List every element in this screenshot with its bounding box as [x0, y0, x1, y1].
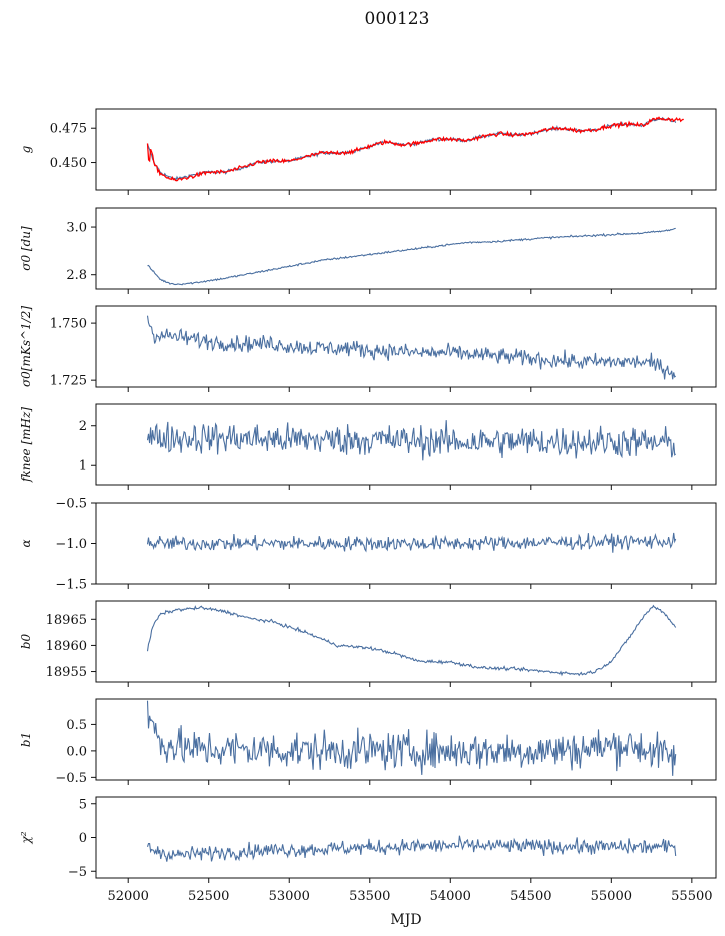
axes-frame: [95, 403, 717, 486]
series-line: [146, 116, 677, 182]
panel-5: −1.5 −1.0 −0.5 α: [19, 497, 717, 593]
panel-6: 18955 18960 18965 b0: [19, 600, 717, 687]
series-line: [146, 604, 677, 677]
axes-frame: [95, 207, 717, 290]
series-line: [146, 315, 677, 380]
y-axis-label: b1: [19, 732, 33, 747]
y-axis-label: fknee [mHz]: [19, 407, 33, 483]
y-axis-label: α: [19, 539, 33, 547]
chart-panels: 0.450 0.475 g 2.8 3.0 σ0 [du] 1.725 1.750 σ0[mKs…: [19, 108, 717, 904]
panel-1: 0.450 0.475 g: [19, 108, 717, 195]
y-tick-label: −0.5: [55, 771, 87, 786]
x-tick-label: 52500: [188, 889, 229, 904]
x-tick-label: 55000: [591, 889, 632, 904]
axes-frame: [95, 698, 717, 781]
y-tick-label: −1.0: [55, 537, 87, 552]
x-tick-label: 53500: [349, 889, 390, 904]
series-line: [146, 835, 677, 862]
series-line: [146, 700, 677, 776]
y-tick-label: 2: [79, 419, 87, 434]
panel-2: 2.8 3.0 σ0 [du]: [19, 207, 717, 294]
y-tick-label: 0.450: [50, 156, 87, 171]
axes-frame: [95, 305, 717, 388]
series-line: [146, 420, 677, 461]
y-axis-label: σ0[mKs^1/2]: [19, 306, 33, 387]
y-tick-label: −5: [68, 865, 87, 880]
y-tick-label: 18965: [46, 613, 87, 628]
y-tick-label: 1.725: [50, 374, 87, 389]
y-axis-label: χ²: [19, 831, 33, 844]
panel-3: 1.725 1.750 σ0[mKs^1/2]: [19, 305, 717, 392]
axes-frame: [95, 796, 717, 879]
y-axis-label: b0: [19, 633, 33, 649]
y-tick-label: 3.0: [66, 221, 87, 236]
x-tick-label: 55500: [671, 889, 712, 904]
y-axis-label: g: [19, 145, 33, 153]
y-tick-label: 2.8: [66, 268, 87, 283]
x-tick-label: 53000: [269, 889, 310, 904]
y-tick-label: 1: [79, 459, 87, 474]
overlay-line: [146, 116, 684, 182]
figure-title: 000123: [365, 9, 430, 29]
x-tick-label: 52000: [108, 889, 149, 904]
x-tick-label: 54000: [430, 889, 471, 904]
y-tick-label: 5: [79, 797, 87, 812]
panel-7: −0.5 0.0 0.5 b1: [19, 698, 717, 786]
y-axis-label: σ0 [du]: [19, 226, 33, 271]
y-tick-label: 18955: [46, 665, 87, 680]
y-tick-label: 18960: [46, 639, 87, 654]
y-tick-label: 1.750: [50, 317, 87, 332]
axes-frame: [95, 600, 717, 683]
y-tick-label: 0.0: [66, 744, 87, 759]
axes-frame: [95, 108, 717, 191]
y-tick-label: −0.5: [55, 497, 87, 512]
panel-4: 1 2 fknee [mHz]: [19, 403, 717, 490]
y-tick-label: 0.5: [66, 718, 87, 733]
series-line: [146, 532, 677, 553]
panel-8: −5 0 5 χ²: [19, 796, 717, 883]
y-tick-label: 0.475: [50, 122, 87, 137]
x-axis-label: MJD: [390, 912, 421, 928]
y-tick-label: 0: [79, 831, 87, 846]
x-tick-label: 54500: [510, 889, 551, 904]
y-tick-label: −1.5: [55, 578, 87, 593]
series-line: [147, 227, 676, 286]
